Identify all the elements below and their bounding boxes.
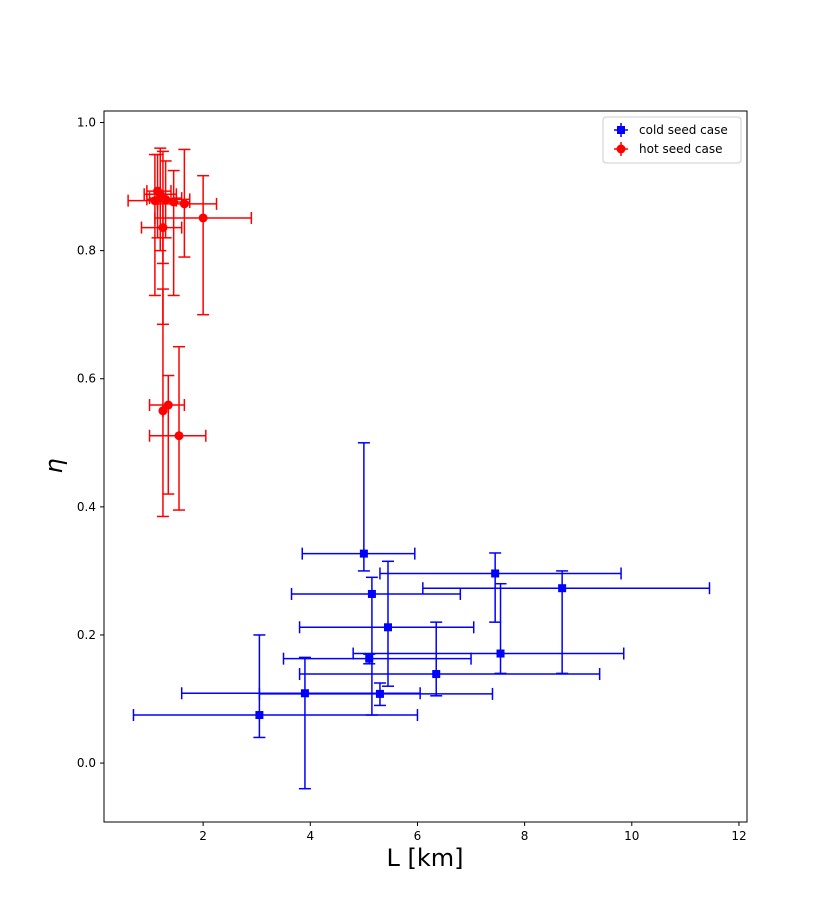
- legend-square-marker: [617, 126, 625, 134]
- legend: cold seed case hot seed case: [602, 116, 742, 164]
- y-tick-label: 0.8: [77, 244, 96, 258]
- y-tick-label: 0.6: [77, 372, 96, 386]
- legend-box: [602, 116, 742, 164]
- x-axis-label: L [km]: [386, 844, 463, 872]
- series-hot-seed: [127, 147, 253, 518]
- data-point: [298, 621, 601, 697]
- series-cold-seed: [132, 442, 711, 790]
- series-layer: [127, 147, 711, 790]
- x-tick-label: 8: [521, 829, 529, 843]
- legend-label: cold seed case: [639, 123, 728, 137]
- y-tick-label: 0.4: [77, 500, 96, 514]
- data-point: [132, 634, 419, 739]
- x-tick-label: 4: [306, 829, 314, 843]
- data-point: [282, 652, 472, 665]
- legend-circle-marker: [616, 144, 626, 154]
- legend-item-hot-seed: hot seed case: [614, 142, 723, 156]
- y-axis-ticks: 0.0 0.2 0.4 0.6 0.8 1.0: [77, 116, 104, 770]
- data-point: [148, 345, 207, 511]
- x-tick-label: 12: [731, 829, 746, 843]
- square-marker: [365, 654, 374, 663]
- y-axis-label: η: [40, 458, 68, 473]
- data-point: [154, 174, 253, 316]
- square-marker: [383, 623, 392, 632]
- data-point: [422, 570, 711, 675]
- circle-marker: [158, 223, 168, 233]
- circle-marker: [163, 400, 173, 410]
- circle-marker: [158, 406, 168, 416]
- data-point: [301, 442, 416, 572]
- circle-marker: [198, 213, 208, 223]
- data-point: [127, 153, 178, 297]
- square-marker: [367, 589, 376, 598]
- data-point: [258, 682, 494, 707]
- x-axis-ticks: 2 4 6 8 10 12: [199, 822, 747, 843]
- x-tick-label: 10: [624, 829, 639, 843]
- data-point: [352, 582, 625, 675]
- square-marker: [359, 549, 368, 558]
- data-point: [156, 288, 169, 518]
- data-point: [156, 148, 218, 258]
- y-tick-label: 0.0: [77, 756, 96, 770]
- data-point: [148, 374, 186, 495]
- circle-marker: [169, 197, 179, 207]
- square-marker: [375, 689, 384, 698]
- square-marker: [496, 649, 505, 658]
- x-tick-label: 2: [199, 829, 207, 843]
- x-tick-label: 6: [414, 829, 422, 843]
- square-marker: [255, 711, 264, 720]
- data-point: [180, 656, 421, 790]
- y-tick-label: 1.0: [77, 116, 96, 130]
- square-marker: [558, 584, 567, 593]
- circle-marker: [174, 431, 184, 441]
- data-point: [298, 560, 475, 687]
- legend-label: hot seed case: [639, 142, 723, 156]
- data-point: [290, 576, 462, 716]
- legend-item-cold-seed: cold seed case: [614, 123, 728, 137]
- y-tick-label: 0.2: [77, 628, 96, 642]
- circle-marker: [179, 199, 189, 209]
- square-marker: [432, 670, 441, 679]
- plot-frame: [103, 110, 748, 823]
- square-marker: [491, 569, 500, 578]
